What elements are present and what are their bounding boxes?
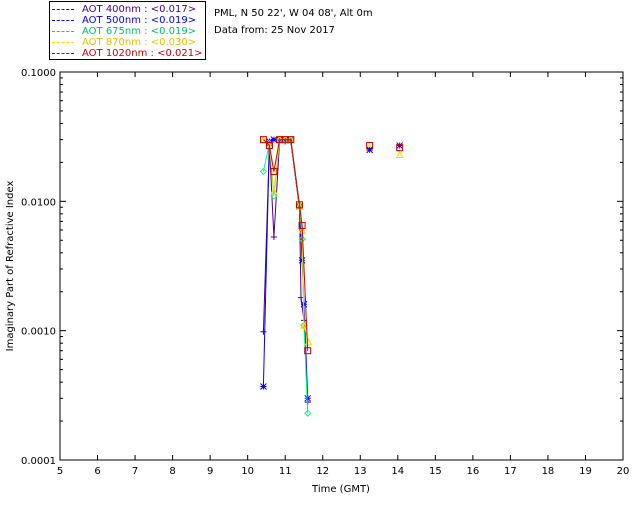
plot-frame	[59, 71, 624, 461]
series-0-point-0	[260, 328, 267, 335]
legend-swatch-870nm	[52, 42, 74, 43]
series-4-point-8	[304, 347, 312, 355]
x-tick-label-5: 10	[241, 466, 254, 477]
extra-point-0	[366, 146, 374, 154]
series-1-point-0	[260, 383, 267, 390]
axes: 5 6 7 8 9 10 11 12 13 14 15 16 17 18 19 20 0.0001 0.0010 0…	[21, 68, 629, 477]
series-3-point-6	[295, 201, 304, 210]
legend-swatch-1020nm	[52, 53, 74, 54]
x-tick-label-0: 5	[57, 466, 63, 477]
legend-swatch-400nm	[52, 9, 74, 10]
legend-label-400nm: AOT 400nm : <0.017>	[82, 4, 197, 15]
series-4-point-1	[265, 142, 273, 150]
series-1-point-10	[396, 142, 404, 149]
series-line-4	[263, 139, 309, 351]
series-layer	[259, 135, 404, 417]
y-tick-label-0: 0.0001	[21, 456, 56, 467]
series-4-point-6	[295, 201, 303, 209]
series-0-point-2	[270, 233, 277, 240]
legend-label-1020nm: AOT 1020nm : <0.021>	[82, 48, 203, 59]
legend: AOT 400nm : <0.017> AOT 500nm : <0.019> …	[49, 1, 206, 60]
x-tick-label-10: 15	[429, 466, 442, 477]
legend-entry-675nm: AOT 675nm : <0.019>	[52, 26, 202, 38]
series-line-1	[262, 139, 309, 399]
series-4-point-7	[298, 222, 306, 230]
x-tick-label-15: 20	[617, 466, 630, 477]
series-3-point-9	[304, 337, 313, 346]
y-tick-label-3: 0.1000	[21, 68, 56, 79]
legend-label-500nm: AOT 500nm : <0.019>	[82, 15, 197, 26]
legend-label-675nm: AOT 675nm : <0.019>	[82, 26, 197, 37]
series-2-point-9	[304, 409, 312, 417]
legend-entry-870nm: AOT 870nm : <0.030>	[52, 37, 202, 49]
x-tick-label-14: 19	[579, 466, 592, 477]
x-tick-label-3: 8	[169, 466, 175, 477]
series-4-point-5	[287, 136, 295, 144]
series-2-point-0	[259, 167, 268, 176]
x-tick-label-8: 13	[354, 466, 367, 477]
x-tick-label-2: 7	[132, 466, 138, 477]
series-4-point-10	[396, 144, 404, 152]
series-4-point-0	[259, 136, 267, 144]
legend-label-870nm: AOT 870nm : <0.030>	[82, 37, 197, 48]
y-tick-label-2: 0.0100	[21, 197, 56, 208]
x-tick-label-7: 12	[316, 466, 329, 477]
x-tick-label-13: 18	[542, 466, 555, 477]
x-tick-label-6: 11	[279, 466, 292, 477]
series-3-point-8	[300, 321, 308, 329]
series-1-point-2	[270, 136, 278, 143]
series-4-point-2	[270, 168, 278, 176]
x-tick-label-11: 16	[466, 466, 479, 477]
legend-entry-400nm: AOT 400nm : <0.017>	[52, 4, 202, 16]
series-2-point-2	[270, 192, 278, 200]
series-3-point-11	[395, 150, 404, 159]
x-tick-label-1: 6	[94, 466, 100, 477]
x-tick-label-4: 9	[207, 466, 213, 477]
series-1-point-9	[304, 394, 312, 402]
legend-swatch-675nm	[52, 31, 74, 32]
legend-entry-1020nm: AOT 1020nm : <0.021>	[52, 48, 202, 60]
site-info: PML, N 50 22', W 04 08', Alt 0m	[214, 8, 373, 19]
date-info: Data from: 25 Nov 2017	[214, 25, 335, 36]
x-axis-label: Time (GMT)	[311, 484, 370, 495]
y-axis-label: Imaginary Part of Refractive Index	[5, 181, 16, 352]
x-tick-label-9: 14	[391, 466, 404, 477]
series-line-0	[262, 141, 309, 403]
legend-swatch-500nm	[52, 20, 74, 21]
y-tick-label-1: 0.0010	[21, 327, 56, 338]
series-3-point-2	[270, 186, 278, 195]
x-tick-label-12: 17	[504, 466, 517, 477]
legend-entry-500nm: AOT 500nm : <0.019>	[52, 15, 202, 27]
